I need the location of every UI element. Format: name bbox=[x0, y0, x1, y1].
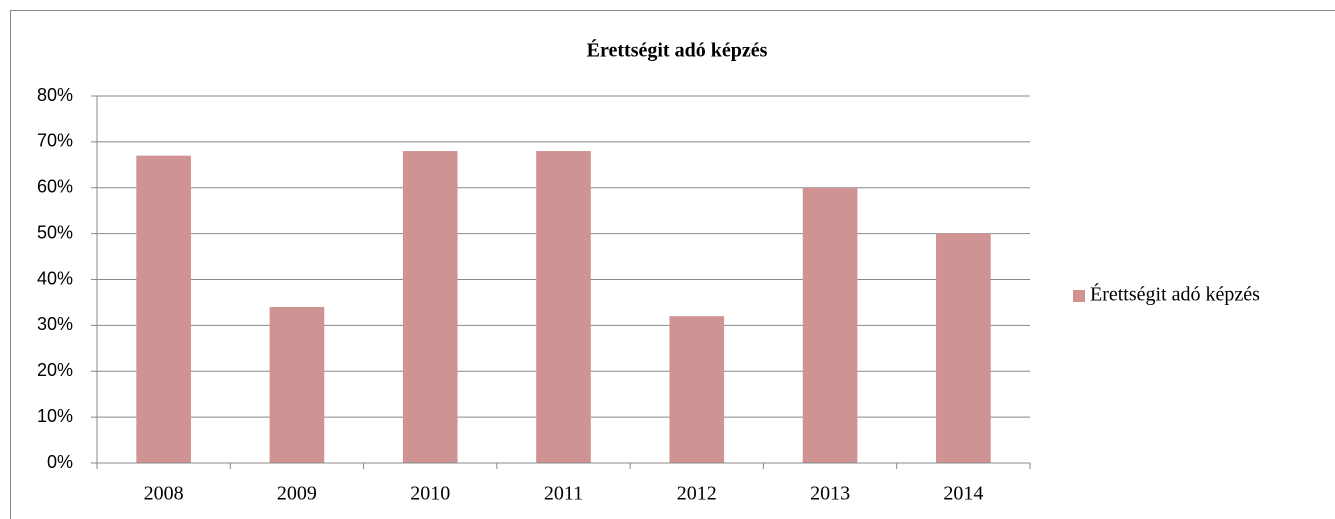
bar bbox=[536, 151, 591, 464]
y-tick-label: 80% bbox=[37, 85, 73, 105]
y-tick-label: 60% bbox=[37, 177, 73, 197]
x-tick-label: 2012 bbox=[677, 483, 717, 505]
bar bbox=[269, 307, 325, 463]
y-tick-label: 40% bbox=[37, 268, 73, 288]
chart-title: Érettségit adó képzés bbox=[587, 39, 768, 62]
x-tick-label: 2008 bbox=[144, 483, 184, 505]
x-tick-label: 2009 bbox=[277, 483, 317, 505]
y-tick-label: 0% bbox=[47, 452, 73, 472]
bar bbox=[669, 316, 725, 463]
y-tick-label: 70% bbox=[37, 131, 73, 151]
x-tick-label: 2010 bbox=[410, 483, 450, 505]
x-tick-label: 2014 bbox=[943, 483, 983, 505]
bar bbox=[402, 151, 458, 464]
x-tick-label: 2013 bbox=[810, 483, 850, 505]
legend-label: Érettségit adó képzés bbox=[1090, 283, 1260, 306]
bar bbox=[936, 233, 991, 463]
x-tick-label: 2011 bbox=[544, 483, 583, 505]
y-tick-label: 10% bbox=[37, 406, 73, 426]
y-tick-label: 50% bbox=[37, 222, 73, 242]
bar bbox=[136, 155, 191, 463]
y-tick-label: 30% bbox=[37, 314, 73, 334]
bar bbox=[802, 187, 858, 463]
y-tick-label: 20% bbox=[37, 360, 73, 380]
legend-swatch bbox=[1073, 290, 1085, 302]
